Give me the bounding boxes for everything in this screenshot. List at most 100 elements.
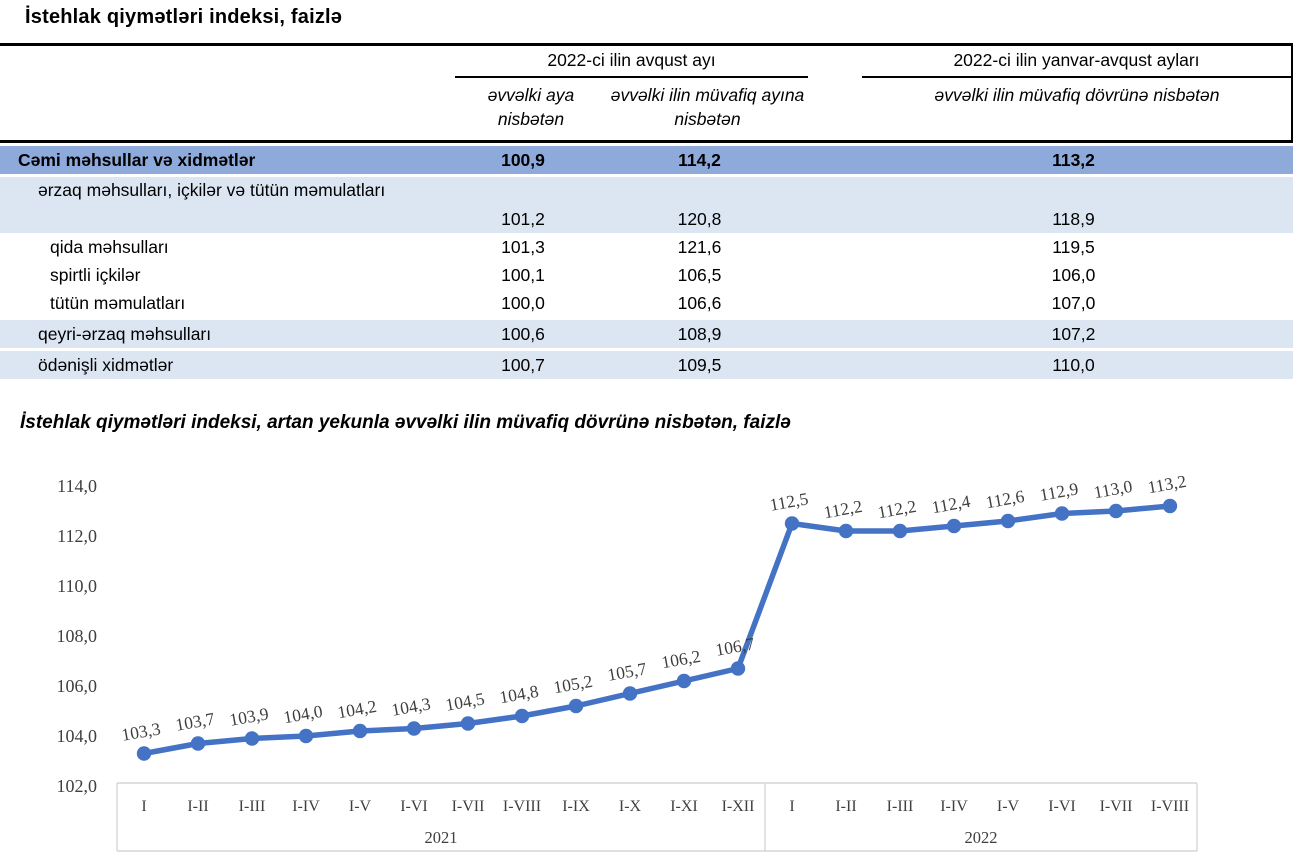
cpi-series-line bbox=[141, 503, 1173, 757]
x-axis-year-label: 2022 bbox=[965, 828, 998, 847]
y-axis-tick-label: 108,0 bbox=[57, 626, 98, 646]
row-value: 110,0 bbox=[1052, 354, 1095, 375]
row-value: 100,7 bbox=[501, 354, 545, 375]
row-label: qida məhsulları bbox=[50, 236, 169, 257]
data-point-marker bbox=[460, 716, 476, 731]
x-axis-category-label: I-IX bbox=[562, 798, 590, 815]
row-value: 114,2 bbox=[678, 149, 721, 170]
x-axis-category-label: I-VI bbox=[400, 798, 428, 815]
column-group-august: 2022-ci ilin avqust ayı bbox=[455, 50, 808, 78]
table-row: qeyri-ərzaq məhsulları 100,6 108,9 107,2 bbox=[0, 317, 1293, 348]
subcolumn-vs-same-month-prev-year: əvvəlki ilin müvafiq ayına nisbətən bbox=[610, 85, 805, 129]
row-label: ödənişli xidmətlər bbox=[38, 354, 174, 375]
data-point-marker bbox=[568, 698, 584, 714]
data-point-marker bbox=[298, 728, 314, 744]
header-rule bbox=[0, 140, 1293, 143]
row-value: 109,5 bbox=[677, 354, 722, 375]
chart-title: İstehlak qiymətləri indeksi, artan yekun… bbox=[20, 412, 791, 433]
row-value: 121,6 bbox=[677, 236, 722, 257]
row-label: Cəmi məhsullar və xidmətlər bbox=[18, 149, 256, 170]
data-point-label: 112,5 bbox=[768, 488, 810, 514]
x-axis-category-label: I-IV bbox=[292, 798, 320, 815]
x-axis-category-label: I bbox=[141, 798, 146, 815]
x-axis-category-label: I-VI bbox=[1048, 798, 1076, 815]
data-point-marker bbox=[190, 736, 206, 751]
table-row: ərzaq məhsulları, içkilər və tütün məmul… bbox=[0, 174, 1293, 233]
data-point-marker bbox=[514, 708, 530, 724]
row-label: tütün məmulatları bbox=[50, 292, 186, 313]
data-point-marker bbox=[1054, 506, 1070, 521]
data-point-label: 104,8 bbox=[498, 681, 540, 708]
chart-canvas: 114,0 112,0 110,0 108,0 106,0 104,0 102,0 I I-II… bbox=[57, 471, 1198, 852]
data-point-marker bbox=[838, 523, 854, 539]
data-point-marker bbox=[892, 523, 908, 539]
x-axis-category-label: I-VIII bbox=[1151, 798, 1189, 815]
data-point-label: 112,2 bbox=[822, 496, 864, 522]
data-point-marker bbox=[1162, 498, 1178, 514]
header-right-border bbox=[1291, 45, 1293, 141]
data-point-label: 113,2 bbox=[1146, 471, 1188, 497]
x-axis-category-label: I-III bbox=[239, 798, 266, 815]
data-point-label: 105,2 bbox=[552, 671, 594, 698]
table-row: ödənişli xidmətlər 100,7 109,5 110,0 bbox=[0, 348, 1293, 379]
row-value: 106,6 bbox=[677, 292, 722, 313]
data-point-label: 104,2 bbox=[336, 696, 378, 723]
data-point-marker bbox=[730, 661, 746, 676]
row-label: qeyri-ərzaq məhsulları bbox=[38, 323, 212, 344]
row-label: spirtli içkilər bbox=[50, 264, 141, 285]
row-value: 106,5 bbox=[677, 264, 722, 285]
data-point-label: 106,2 bbox=[660, 646, 702, 673]
data-point-label: 105,7 bbox=[606, 658, 648, 685]
row-value: 120,8 bbox=[677, 209, 722, 229]
x-axis-category-label: I-X bbox=[619, 798, 642, 815]
y-axis-tick-label: 104,0 bbox=[57, 726, 98, 746]
cpi-line-chart: 114,0 112,0 110,0 108,0 106,0 104,0 102,0 I I-II… bbox=[0, 455, 1300, 863]
row-value: 100,9 bbox=[501, 149, 545, 170]
data-point-label: 113,0 bbox=[1092, 476, 1134, 502]
y-axis-tick-label: 102,0 bbox=[57, 776, 98, 796]
data-point-label: 104,3 bbox=[390, 693, 432, 720]
data-point-label: 103,7 bbox=[174, 708, 216, 735]
row-value: 101,3 bbox=[501, 236, 545, 257]
subcolumn-vs-previous-month: əvvəlki aya nisbətən bbox=[487, 85, 575, 129]
table-row: spirtli içkilər 100,1 106,5 106,0 bbox=[0, 261, 1293, 289]
data-point-label: 112,4 bbox=[930, 491, 972, 517]
title-rule bbox=[0, 43, 1293, 46]
subcolumn-vs-same-period-prev-year: əvvəlki ilin müvafiq dövrünə nisbətən bbox=[934, 85, 1220, 105]
x-axis-category-label: I-III bbox=[887, 798, 914, 815]
x-axis-category-label: I-IV bbox=[940, 798, 968, 815]
row-value: 108,9 bbox=[677, 323, 722, 344]
table-row: qida məhsulları 101,3 121,6 119,5 bbox=[0, 233, 1293, 261]
y-axis-tick-label: 112,0 bbox=[57, 526, 97, 546]
data-point-marker bbox=[676, 673, 692, 689]
row-value: 118,9 bbox=[1052, 209, 1095, 229]
data-point-label: 104,0 bbox=[282, 701, 324, 728]
row-value: 106,0 bbox=[1051, 264, 1096, 285]
x-axis-category-label: I-VII bbox=[1100, 798, 1133, 815]
table-title: İstehlak qiymətləri indeksi, faizlə bbox=[25, 6, 343, 28]
y-axis-tick-label: 106,0 bbox=[57, 676, 98, 696]
x-axis-category-label: I bbox=[789, 798, 794, 815]
table-row: Cəmi məhsullar və xidmətlər 100,9 114,2 113… bbox=[0, 143, 1293, 174]
data-point-marker bbox=[1108, 503, 1124, 519]
data-point-marker bbox=[784, 516, 800, 531]
row-value: 107,2 bbox=[1051, 323, 1096, 344]
row-label: ərzaq məhsulları, içkilər və tütün məmul… bbox=[38, 180, 386, 200]
table-rows: Cəmi məhsullar və xidmətlər 100,9 114,2 113… bbox=[0, 143, 1293, 379]
x-axis-category-label: I-II bbox=[835, 798, 856, 815]
data-point-marker bbox=[244, 731, 260, 746]
data-point-label: 106,7 bbox=[714, 633, 756, 660]
row-value: 119,5 bbox=[1052, 236, 1095, 257]
row-value: 100,0 bbox=[501, 292, 545, 313]
row-value: 107,0 bbox=[1051, 292, 1096, 313]
row-value: 113,2 bbox=[1052, 149, 1095, 170]
data-point-marker bbox=[622, 686, 638, 701]
y-axis-tick-label: 114,0 bbox=[57, 476, 97, 496]
data-point-label: 112,2 bbox=[876, 496, 918, 522]
x-axis-category-label: I-XI bbox=[670, 798, 698, 815]
y-axis-tick-label: 110,0 bbox=[57, 576, 97, 596]
data-point-label: 112,9 bbox=[1038, 478, 1080, 504]
x-axis-year-label: 2021 bbox=[425, 828, 458, 847]
data-point-marker bbox=[1000, 513, 1016, 529]
